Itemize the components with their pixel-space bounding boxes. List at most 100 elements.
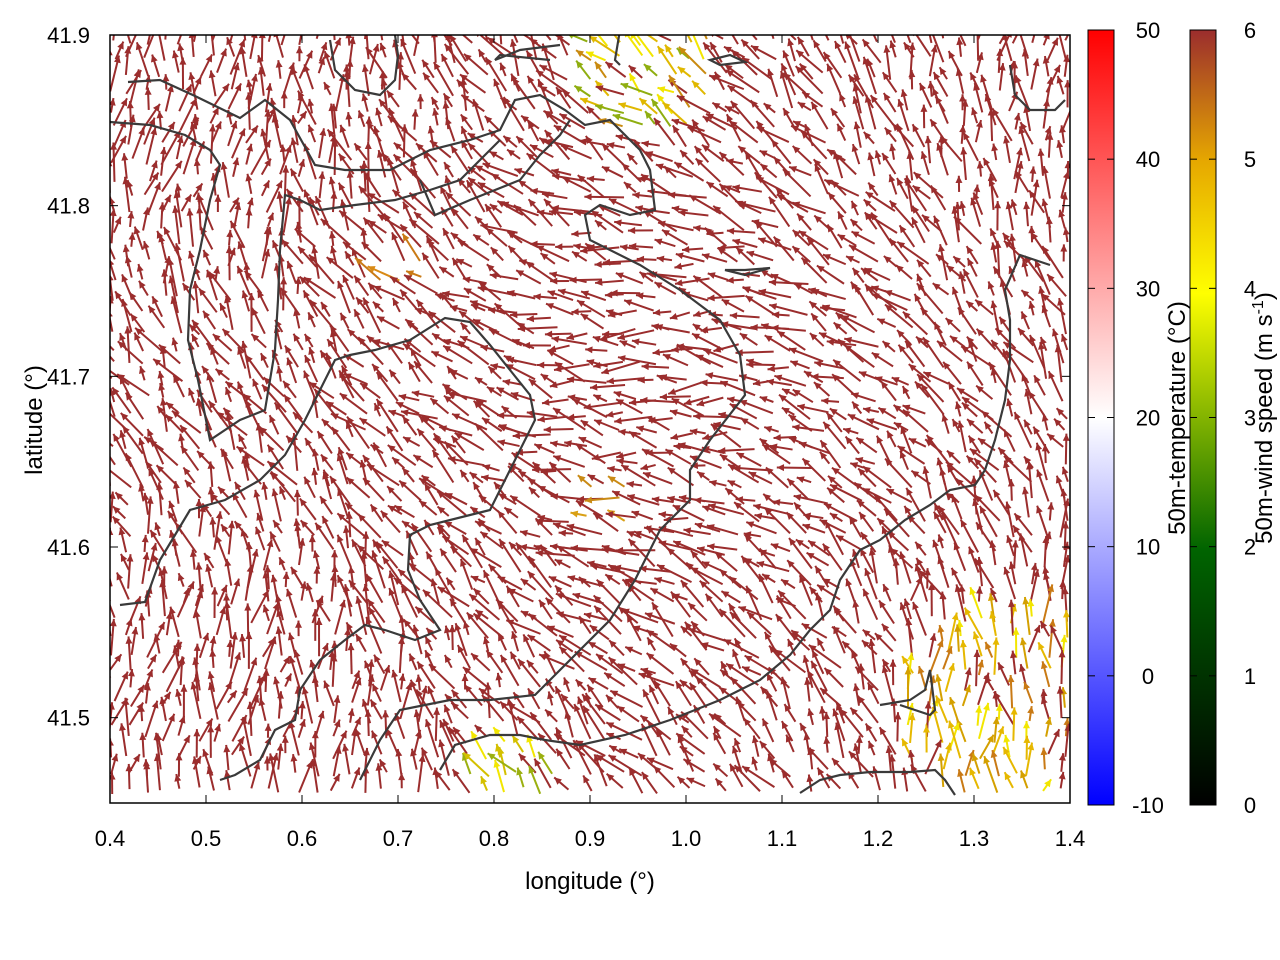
wind-arrow [294, 227, 316, 248]
wind-arrow [743, 533, 762, 553]
wind-arrow [299, 519, 315, 536]
wind-arrow [973, 649, 981, 687]
wind-arrow [513, 204, 537, 227]
wind-arrow [678, 46, 707, 75]
wind-arrow [791, 245, 811, 263]
x-tick-label: 1.0 [671, 826, 702, 851]
wind-arrow [959, 639, 967, 670]
wind-arrow [213, 266, 221, 282]
wind-arrow [852, 96, 865, 130]
wind-arrow [516, 715, 540, 741]
wind-arrow [408, 218, 440, 245]
wind-arrow [206, 372, 218, 403]
wind-arrow [161, 713, 176, 742]
wind-arrow [138, 704, 145, 722]
wind-arrow [664, 448, 692, 465]
wind-arrow [146, 428, 165, 465]
wind-arrow [175, 753, 183, 777]
wind-arrow [1063, 54, 1070, 77]
wind-arrow [380, 78, 388, 110]
wind-arrow [604, 61, 627, 78]
wind-arrow [1064, 80, 1070, 108]
wind-arrow [794, 65, 824, 95]
wind-arrow [266, 444, 284, 470]
wind-arrow [245, 125, 259, 144]
wind-arrow [994, 327, 1017, 350]
wind-arrow [1013, 411, 1033, 449]
wind-arrow [868, 547, 878, 584]
wind-arrow [1014, 170, 1030, 193]
wind-arrow [443, 625, 451, 641]
wind-arrow [351, 539, 367, 567]
wind-arrow [313, 566, 321, 584]
wind-arrow [496, 412, 535, 419]
wind-arrow [289, 168, 304, 193]
x-tick-label: 0.9 [575, 826, 606, 851]
wind-arrow [1046, 433, 1064, 448]
wind-arrow [455, 258, 473, 268]
wind-arrow [617, 663, 636, 672]
wind-arrow [286, 260, 297, 283]
wind-arrow [529, 144, 554, 159]
wind-arrow [810, 312, 827, 332]
wind-arrow [281, 239, 304, 265]
wind-arrow [206, 766, 215, 791]
wind-arrow [395, 748, 403, 775]
wind-arrow [239, 634, 247, 658]
wind-arrow [1003, 566, 1017, 600]
wind-arrow [502, 96, 525, 132]
wind-arrow [679, 149, 695, 165]
wind-arrow [264, 636, 277, 670]
wind-arrow [285, 435, 302, 454]
wind-arrow [681, 246, 704, 254]
wind-arrow [800, 130, 828, 160]
wind-arrow [470, 730, 487, 760]
wind-arrow [1058, 771, 1066, 789]
wind-arrow [160, 146, 167, 176]
wind-arrow [924, 739, 943, 775]
wind-arrow [903, 177, 928, 212]
wind-arrow [937, 505, 960, 536]
wind-arrow [806, 551, 830, 567]
wind-arrow [837, 211, 848, 231]
wind-arrow [615, 272, 644, 285]
wind-arrow [438, 425, 473, 437]
wind-arrow [851, 400, 863, 415]
wind-arrow [987, 281, 995, 296]
wind-arrow [593, 753, 608, 787]
wind-arrow [610, 289, 641, 297]
wind-arrow [272, 519, 283, 534]
wind-arrow [780, 62, 797, 96]
wind-arrow [649, 587, 675, 603]
wind-arrow [527, 570, 554, 601]
wind-arrow [443, 161, 454, 178]
wind-arrow [469, 547, 502, 568]
wind-arrow [318, 41, 328, 62]
wind-arrow [280, 91, 288, 109]
wind-arrow [161, 269, 169, 296]
wind-arrow [618, 748, 639, 759]
wind-arrow [662, 353, 689, 367]
wind-arrow [229, 35, 234, 42]
wind-arrow [293, 308, 301, 329]
wind-arrow [822, 421, 847, 450]
wind-arrow [282, 380, 297, 399]
wind-arrow [124, 255, 133, 278]
wind-arrow [144, 460, 162, 484]
wind-arrow [966, 361, 984, 386]
wind-arrow [499, 35, 503, 45]
wind-arrow [860, 531, 877, 553]
wind-arrow [972, 631, 983, 657]
wind-arrow [318, 128, 327, 159]
wind-arrow [172, 481, 180, 504]
wind-arrow [705, 181, 729, 198]
wind-arrow [1025, 742, 1035, 776]
wind-arrow [391, 456, 406, 470]
wind-arrow [965, 455, 980, 470]
wind-arrow [557, 35, 569, 56]
wind-arrow [606, 141, 626, 149]
wind-arrow [1021, 486, 1030, 518]
wind-arrow [583, 612, 607, 621]
wind-arrow [213, 511, 223, 550]
